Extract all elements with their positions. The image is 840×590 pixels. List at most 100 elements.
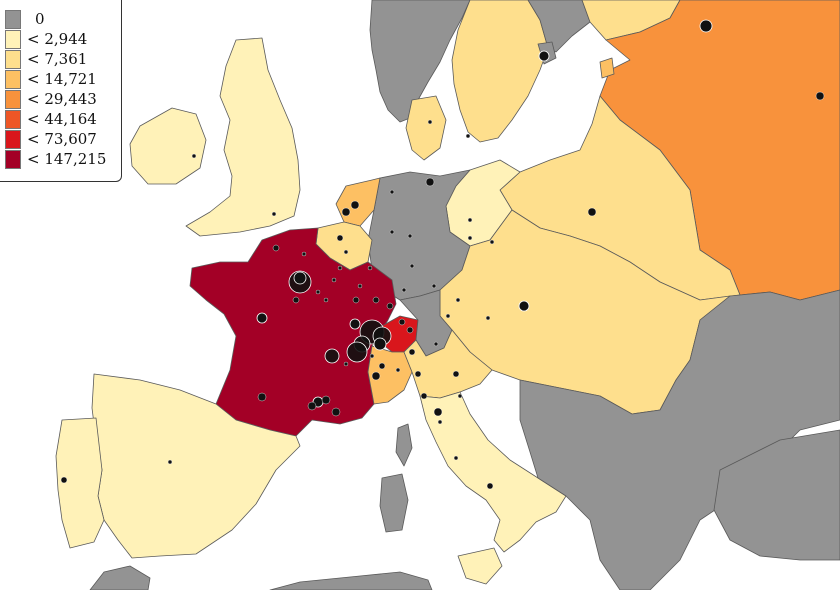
city-marker <box>486 482 494 490</box>
city-marker <box>437 419 443 425</box>
city-marker <box>307 401 317 411</box>
city-marker <box>420 392 428 400</box>
legend-label: < 147,215 <box>27 150 107 168</box>
legend: 0 < 2,944 < 7,361 < 14,721 < 29,443 < 44,164 <… <box>0 0 122 182</box>
legend-label: 0 <box>35 10 45 28</box>
legend-label: < 44,164 <box>27 110 97 128</box>
legend-swatch <box>5 149 21 169</box>
city-marker <box>350 200 360 210</box>
city-marker <box>433 407 443 417</box>
region-sicily <box>457 547 503 585</box>
city-marker <box>457 393 463 399</box>
city-marker <box>343 249 349 255</box>
region-north-africa-west <box>89 565 151 590</box>
city-marker <box>431 283 437 289</box>
region-sweden <box>451 0 549 143</box>
legend-label: < 2,944 <box>27 30 88 48</box>
legend-item: < 29,443 <box>5 89 121 109</box>
city-marker <box>815 91 825 101</box>
region-anatolia <box>713 429 840 561</box>
city-marker <box>389 189 395 195</box>
city-marker <box>301 251 307 257</box>
legend-item: < 73,607 <box>5 129 121 149</box>
legend-swatch <box>5 9 21 29</box>
legend-item: < 44,164 <box>5 109 121 129</box>
legend-swatch <box>5 69 21 89</box>
city-marker <box>373 337 387 351</box>
city-marker <box>445 313 451 319</box>
city-marker <box>406 326 414 334</box>
city-marker <box>408 348 416 356</box>
city-marker <box>395 367 401 373</box>
city-marker <box>343 361 349 367</box>
city-marker <box>357 283 363 289</box>
city-marker <box>331 277 337 283</box>
legend-label: < 7,361 <box>27 50 88 68</box>
region-denmark <box>405 95 447 161</box>
city-marker <box>369 353 375 359</box>
city-marker <box>321 395 331 405</box>
city-marker <box>467 217 473 223</box>
region-portugal <box>55 417 105 549</box>
legend-swatch <box>5 29 21 49</box>
city-marker <box>538 50 550 62</box>
city-marker <box>341 207 351 217</box>
legend-swatch <box>5 49 21 69</box>
city-markers <box>60 19 825 490</box>
city-marker <box>337 265 343 271</box>
city-marker <box>518 300 530 312</box>
city-marker <box>315 289 321 295</box>
legend-item: 0 <box>5 9 121 29</box>
city-marker <box>398 318 406 326</box>
region-oland <box>599 57 615 79</box>
region-corsica <box>395 423 413 467</box>
legend-label: < 73,607 <box>27 130 97 148</box>
city-marker <box>372 296 380 304</box>
region-great-britain <box>185 37 301 237</box>
city-marker <box>489 239 495 245</box>
city-marker <box>455 297 461 303</box>
legend-item: < 14,721 <box>5 69 121 89</box>
city-marker <box>256 312 268 324</box>
city-marker <box>271 211 277 217</box>
city-marker <box>699 19 713 33</box>
city-marker <box>425 177 435 187</box>
city-marker <box>167 459 173 465</box>
legend-label: < 14,721 <box>27 70 97 88</box>
legend-swatch <box>5 89 21 109</box>
city-marker <box>452 370 460 378</box>
city-marker <box>467 235 473 241</box>
city-marker <box>367 265 373 271</box>
city-marker <box>346 341 368 363</box>
legend-label: < 29,443 <box>27 90 97 108</box>
city-marker <box>407 233 413 239</box>
city-marker <box>324 348 340 364</box>
legend-item: < 147,215 <box>5 149 121 169</box>
city-marker <box>453 455 459 461</box>
city-marker <box>485 315 491 321</box>
region-ireland <box>129 107 207 185</box>
city-marker <box>371 371 381 381</box>
legend-item: < 2,944 <box>5 29 121 49</box>
city-marker <box>331 407 341 417</box>
city-marker <box>272 244 280 252</box>
region-italy <box>419 391 567 553</box>
legend-swatch <box>5 109 21 129</box>
city-marker <box>292 296 300 304</box>
city-marker <box>427 119 433 125</box>
city-marker <box>587 207 597 217</box>
city-marker <box>336 234 344 242</box>
city-marker <box>378 362 386 370</box>
region-north-africa-central <box>269 571 433 590</box>
city-marker <box>349 318 361 330</box>
region-savoy <box>367 345 413 405</box>
city-marker <box>409 263 415 269</box>
city-marker <box>257 392 267 402</box>
city-marker <box>352 296 360 304</box>
city-marker <box>323 297 329 303</box>
city-marker <box>433 341 439 347</box>
city-marker <box>465 133 471 139</box>
city-marker <box>191 153 197 159</box>
city-marker <box>60 476 68 484</box>
